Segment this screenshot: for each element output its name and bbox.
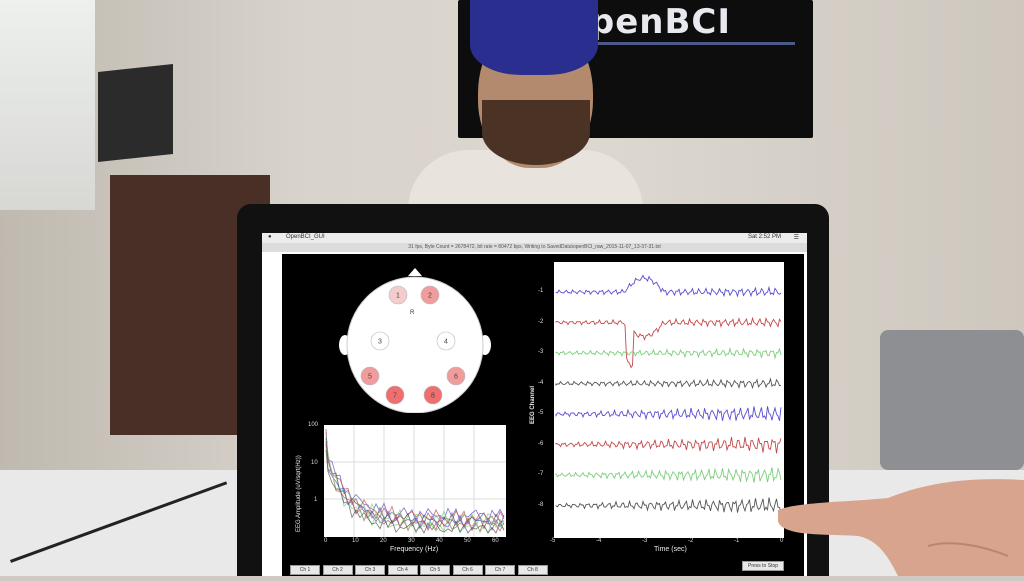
fft-xtick: 50 — [464, 538, 471, 544]
head-outline — [346, 276, 484, 414]
fft-xtick: 10 — [352, 538, 359, 544]
fft-trace — [325, 443, 505, 533]
fft-xtick: 20 — [380, 538, 387, 544]
fft-ytick: 10 — [311, 460, 318, 466]
electrode-8 — [423, 385, 443, 405]
menu-list-icon[interactable]: ☰ — [793, 235, 799, 241]
fft-xticks: 0 10 20 30 40 50 60 — [320, 538, 510, 546]
ts-xticks: -5 -4 -3 -2 -1 0 — [550, 538, 790, 546]
ts-ytick: -3 — [538, 349, 544, 355]
ts-xtick: -3 — [642, 538, 648, 544]
channel-toggle-3[interactable]: Ch 3 — [355, 565, 385, 575]
channel-buttons: Ch 1 Ch 2 Ch 3 Ch 4 Ch 5 Ch 6 Ch 7 Ch 8 — [290, 565, 550, 575]
fft-ytick: 1 — [314, 497, 318, 503]
fft-ylabel-wrap: EEG Amplitude (uV/sqrt(Hz)) — [296, 436, 308, 536]
window-title-bar: 31 fps, Byte Count = 2678472, bit rate =… — [262, 243, 807, 252]
fft-ylabel: EEG Amplitude (uV/sqrt(Hz)) — [296, 455, 302, 532]
nose-icon — [408, 268, 422, 276]
head-marker: R — [410, 310, 415, 316]
channel-toggle-8[interactable]: Ch 8 — [517, 565, 548, 575]
ts-xtick: -5 — [550, 538, 556, 544]
electrode-label: 1 — [396, 293, 400, 300]
window — [0, 0, 95, 210]
eeg-trace-1 — [555, 274, 782, 298]
fft-xtick: 0 — [324, 538, 328, 544]
eeg-trace-7 — [555, 467, 782, 483]
fft-xtick: 60 — [492, 538, 499, 544]
ts-ylabel: EEG Channel — [530, 385, 536, 424]
electrode-5 — [360, 366, 380, 386]
electrode-7 — [385, 385, 405, 405]
electrode-label: 3 — [378, 339, 382, 346]
ts-ytick: -1 — [538, 288, 544, 294]
background-monitor — [98, 64, 173, 162]
apple-icon[interactable]: ● — [268, 234, 272, 240]
timeseries-plot — [554, 262, 784, 538]
head-plot: R 1 2 3 4 5 6 7 8 — [330, 268, 500, 414]
electrode-label: 8 — [431, 393, 435, 400]
stop-button[interactable]: Press to Stop — [742, 561, 784, 571]
ts-ytick: -8 — [538, 501, 544, 508]
electrode-1 — [388, 285, 408, 305]
ts-ytick: -2 — [538, 318, 544, 325]
ts-xtick: -4 — [596, 538, 602, 544]
menu-clock[interactable]: Sat 2:52 PM — [747, 234, 781, 240]
fft-xlabel: Frequency (Hz) — [390, 546, 439, 553]
fft-ytick: 100 — [308, 422, 319, 428]
fft-trace — [325, 449, 505, 534]
chair — [880, 330, 1024, 470]
channel-toggle-6[interactable]: Ch 6 — [452, 565, 483, 575]
ts-xtick: 0 — [780, 538, 784, 544]
eeg-trace-8 — [555, 497, 782, 513]
electrode-2 — [420, 285, 440, 305]
channel-toggle-4[interactable]: Ch 4 — [387, 565, 418, 575]
fft-xtick: 40 — [436, 538, 443, 544]
electrode-3 — [370, 331, 390, 351]
tv-logo-underline — [585, 42, 795, 45]
eeg-trace-2 — [555, 316, 782, 369]
pointing-hand — [776, 476, 1024, 576]
channel-toggle-1[interactable]: Ch 1 — [290, 565, 320, 575]
fft-trace — [325, 428, 505, 524]
electrode-label: 7 — [393, 393, 397, 400]
fft-xtick: 30 — [408, 538, 415, 544]
eeg-cap — [470, 0, 598, 75]
ts-xtick: -2 — [688, 538, 694, 544]
ts-ytick: -4 — [538, 379, 544, 386]
fft-plot — [324, 425, 506, 537]
ts-xtick: -1 — [734, 538, 740, 544]
eeg-trace-6 — [555, 436, 782, 454]
electrode-4 — [436, 331, 456, 351]
menu-bar: ● OpenBCI_GUI Sat 2:52 PM ☰ — [262, 233, 807, 243]
ts-xlabel: Time (sec) — [654, 546, 687, 553]
person-beard — [482, 100, 590, 165]
electrode-6 — [446, 366, 466, 386]
eeg-trace-5 — [555, 406, 782, 421]
menu-app-name[interactable]: OpenBCI_GUI — [286, 234, 325, 240]
electrode-label: 5 — [368, 374, 372, 381]
channel-toggle-2[interactable]: Ch 2 — [322, 565, 353, 575]
channel-toggle-7[interactable]: Ch 7 — [485, 565, 515, 575]
eeg-trace-3 — [555, 347, 782, 360]
ts-yticks: -1 -2 -3 -4 -5 -6 -7 -8 — [538, 262, 552, 538]
fft-trace — [325, 431, 505, 526]
ts-ytick: -5 — [538, 410, 544, 416]
ts-ytick: -7 — [538, 471, 544, 477]
channel-toggle-5[interactable]: Ch 5 — [420, 565, 450, 575]
eeg-trace-4 — [555, 377, 782, 390]
electrode-label: 2 — [428, 293, 432, 300]
electrode-label: 4 — [444, 339, 448, 346]
ts-ytick: -6 — [538, 440, 544, 447]
electrode-label: 6 — [454, 374, 458, 381]
